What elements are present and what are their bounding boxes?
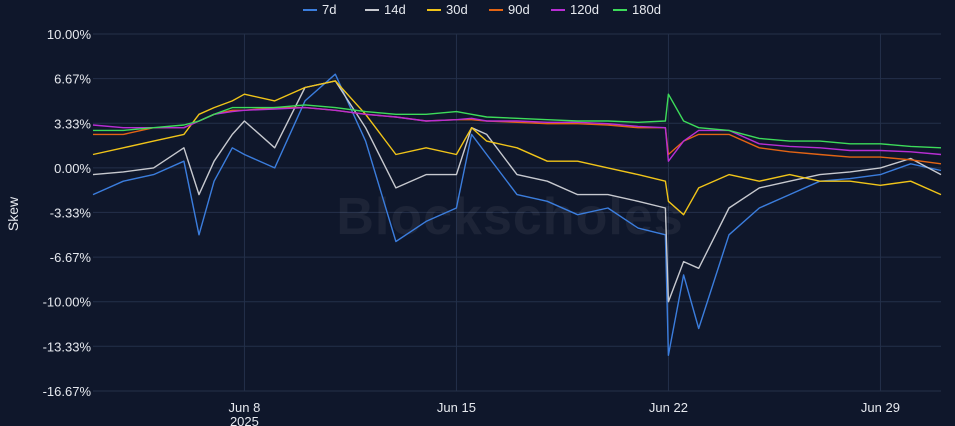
legend-label: 90d xyxy=(508,2,530,17)
x-tick-year-label: 2025 xyxy=(230,414,259,426)
series-line-7d xyxy=(92,73,942,356)
chart-legend: 7d 14d 30d 90d 120d 180d xyxy=(303,2,661,17)
y-axis-title: Skew xyxy=(5,196,21,231)
x-tick-label: Jun 8 xyxy=(229,400,261,415)
legend-label: 7d xyxy=(322,2,336,17)
y-tick-label: 0.00% xyxy=(54,161,91,176)
series-lines xyxy=(92,73,942,356)
y-axis-ticks: 10.00% 6.67% 3.33% 0.00% -3.33% -6.67% -10.00%… xyxy=(43,27,92,399)
x-tick-label: Jun 15 xyxy=(437,400,476,415)
x-tick-label: Jun 22 xyxy=(649,400,688,415)
y-tick-label: 10.00% xyxy=(47,27,92,42)
y-tick-label: -10.00% xyxy=(43,295,92,310)
legend-label: 180d xyxy=(632,2,661,17)
series-line-30d xyxy=(92,80,942,216)
legend-label: 14d xyxy=(384,2,406,17)
legend-item-180d[interactable]: 180d xyxy=(613,2,661,17)
y-tick-label: -16.67% xyxy=(43,384,92,399)
series-line-180d xyxy=(93,93,942,149)
y-gridlines xyxy=(93,33,941,392)
legend-label: 120d xyxy=(570,2,599,17)
y-tick-label: -6.67% xyxy=(50,250,92,265)
y-tick-label: -3.33% xyxy=(50,205,92,220)
series-line-120d xyxy=(92,106,942,162)
legend-item-90d[interactable]: 90d xyxy=(489,2,530,17)
series-line-14d xyxy=(92,80,942,303)
legend-item-7d[interactable]: 7d xyxy=(303,2,336,17)
x-tick-label: Jun 29 xyxy=(861,400,900,415)
y-tick-label: -13.33% xyxy=(43,339,92,354)
y-tick-label: 6.67% xyxy=(54,72,91,87)
y-tick-label: 3.33% xyxy=(54,116,91,131)
legend-item-120d[interactable]: 120d xyxy=(551,2,599,17)
legend-label: 30d xyxy=(446,2,468,17)
legend-item-14d[interactable]: 14d xyxy=(365,2,406,17)
legend-item-30d[interactable]: 30d xyxy=(427,2,468,17)
